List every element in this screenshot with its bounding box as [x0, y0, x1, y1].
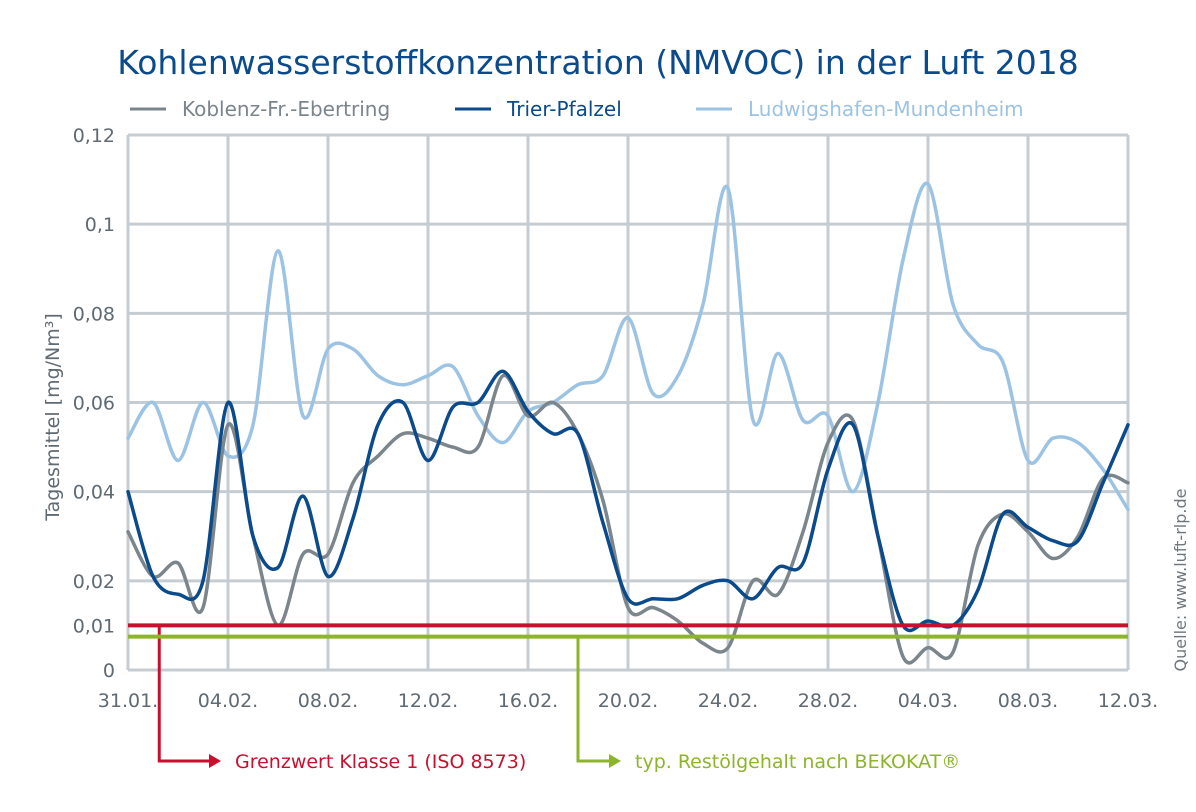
y-tick-label: 0,06 [73, 393, 115, 415]
y-tick-label: 0,04 [73, 482, 115, 504]
y-tick-label: 0,01 [73, 615, 115, 637]
x-tick-label: 20.02. [598, 690, 658, 712]
threshold-label: typ. Restölgehalt nach BEKOKAT® [635, 751, 960, 773]
x-tick-label: 16.02. [498, 690, 558, 712]
x-tick-label: 04.03. [898, 690, 958, 712]
legend-label: Koblenz-Fr.-Ebertring [182, 97, 390, 121]
y-tick-label: 0,1 [85, 214, 115, 236]
y-tick-label: 0,08 [73, 303, 115, 325]
x-tick-label: 31.01. [98, 690, 158, 712]
x-axis-ticks: 31.01. 04.02. 08.02. 12.02. 16.02. 20.02. 24.0… [98, 690, 1158, 712]
x-tick-label: 24.02. [698, 690, 758, 712]
x-tick-label: 12.03. [1098, 690, 1158, 712]
threshold-label: Grenzwert Klasse 1 (ISO 8573) [235, 751, 526, 773]
y-tick-label: 0 [103, 660, 115, 682]
threshold-arrow-line [576, 636, 611, 763]
chart-legend: Koblenz-Fr.-Ebertring Trier-Pfalzel Ludwig… [130, 97, 1024, 121]
y-tick-label: 0,02 [73, 571, 115, 593]
y-axis-label: Tagesmittel [mg/Nm³] [42, 313, 64, 522]
x-tick-label: 04.02. [198, 690, 258, 712]
y-axis-ticks: 0 0,01 0,02 0,04 0,06 0,08 0,1 0,12 [73, 125, 115, 682]
threshold-arrow-head [609, 754, 621, 768]
threshold-arrow-head [209, 754, 221, 768]
source-credit: Quelle: www.luft-rlp.de [1171, 489, 1190, 672]
x-tick-label: 28.02. [798, 690, 858, 712]
threshold-arrow-line [157, 625, 211, 763]
x-tick-label: 08.02. [298, 690, 358, 712]
y-tick-label: 0,12 [73, 125, 115, 147]
threshold-lines: Grenzwert Klasse 1 (ISO 8573) typ. Restöl… [128, 623, 1128, 773]
legend-label: Trier-Pfalzel [506, 97, 622, 121]
x-tick-label: 08.03. [998, 690, 1058, 712]
x-tick-label: 12.02. [398, 690, 458, 712]
series-line-ludwigshafen-mundenheim [126, 181, 1130, 512]
legend-label: Ludwigshafen-Mundenheim [748, 97, 1024, 121]
chart-title: Kohlenwasserstoffkonzentration (NMVOC) i… [117, 43, 1078, 82]
